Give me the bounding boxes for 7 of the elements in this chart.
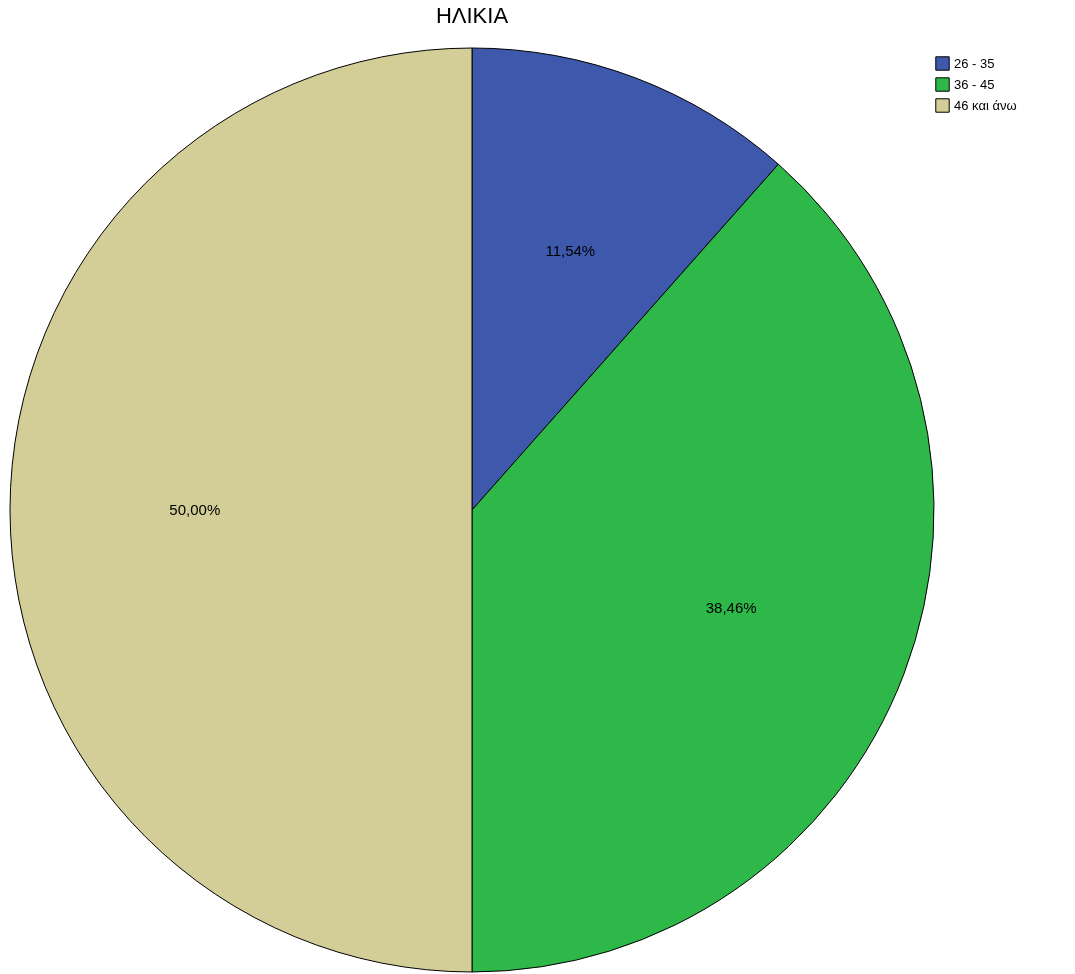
- legend-label: 26 - 35: [954, 55, 995, 71]
- data-label: 38,46%: [705, 599, 757, 617]
- legend-label: 36 - 45: [954, 76, 995, 92]
- data-label: 11,54%: [545, 241, 596, 259]
- data-label: 50,00%: [169, 501, 221, 518]
- legend-label: 46 και άνω: [954, 97, 1017, 113]
- chart-title: ΗΛΙΚΙΑ: [435, 3, 509, 28]
